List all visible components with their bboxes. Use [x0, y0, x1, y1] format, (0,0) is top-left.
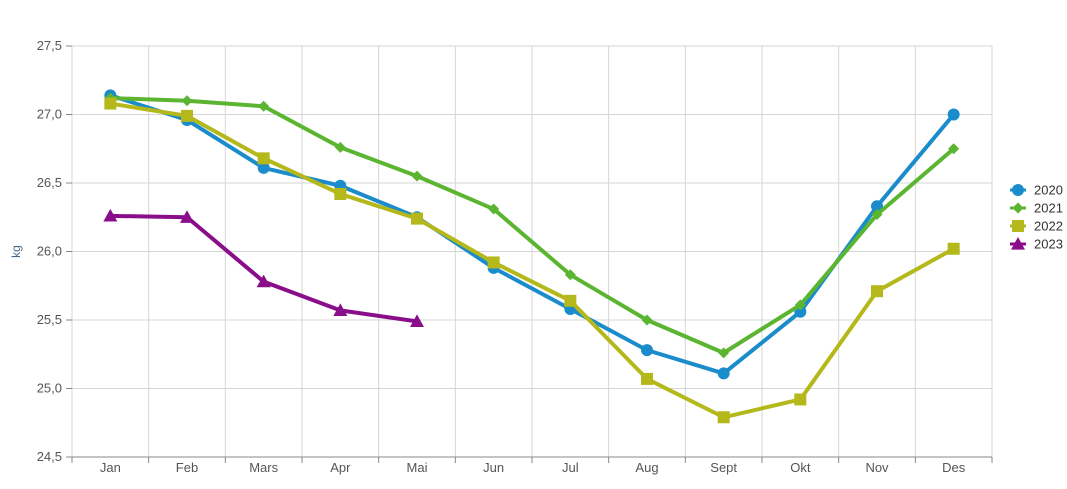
- data-point: [871, 200, 883, 213]
- series-group: [103, 89, 960, 424]
- data-point: [258, 100, 270, 112]
- data-point: [794, 299, 806, 311]
- data-point: [181, 109, 193, 122]
- legend-label: 2023: [1034, 237, 1063, 252]
- data-point: [411, 212, 423, 225]
- legend-marker: [1012, 202, 1024, 214]
- legend-item[interactable]: 2020: [1010, 183, 1063, 198]
- data-point: [717, 411, 730, 424]
- data-point: [333, 303, 348, 317]
- data-point: [103, 208, 118, 222]
- y-axis-title: kg: [9, 245, 23, 258]
- data-point: [717, 367, 730, 380]
- data-point: [180, 210, 194, 223]
- x-tick-label: Apr: [330, 460, 351, 475]
- data-point: [104, 97, 117, 110]
- legend-item[interactable]: 2022: [1010, 219, 1063, 234]
- data-point: [334, 141, 346, 153]
- x-tick-label: Jun: [483, 460, 504, 475]
- x-tick-label: Okt: [790, 460, 811, 475]
- legend-marker: [1012, 184, 1024, 196]
- data-point: [641, 314, 653, 326]
- legend-label: 2020: [1034, 183, 1063, 198]
- data-point: [487, 256, 500, 269]
- data-point: [411, 170, 423, 182]
- x-tick-label: Des: [942, 460, 966, 475]
- data-point: [718, 347, 730, 359]
- data-point: [564, 294, 577, 307]
- axes: 24,5 25,0 25,5 26,0 26,5 27,0 27,5 Jan Feb Mars Ap…: [9, 38, 993, 475]
- x-tick-label: Feb: [176, 460, 198, 475]
- series-line: [108, 96, 956, 355]
- x-tick-label: Aug: [635, 460, 658, 475]
- data-point: [871, 285, 883, 298]
- y-tick-label: 27,0: [37, 107, 62, 122]
- x-tick-label: Nov: [865, 460, 889, 475]
- data-point: [488, 203, 500, 215]
- data-point: [256, 274, 271, 288]
- grid-lines: [71, 45, 993, 458]
- series-line: [108, 213, 419, 324]
- legend: 2020 2021 2022 2023: [1010, 183, 1063, 252]
- y-tick-label: 27,5: [37, 38, 62, 53]
- x-tick-label: Mai: [407, 460, 428, 475]
- data-point: [641, 372, 653, 385]
- data-point: [181, 95, 193, 107]
- y-tick-label: 25,5: [37, 312, 62, 327]
- data-point: [871, 209, 883, 221]
- legend-marker: [1012, 220, 1024, 232]
- legend-marker: [1011, 237, 1025, 250]
- y-tick-label: 25,0: [37, 381, 62, 396]
- series-line: [108, 101, 956, 420]
- data-point: [257, 152, 270, 165]
- x-tick-label: Jul: [562, 460, 579, 475]
- series-2021: [104, 92, 960, 359]
- data-point: [564, 269, 576, 281]
- y-tick-label: 26,5: [37, 175, 62, 190]
- series-line: [108, 93, 956, 376]
- data-point: [641, 344, 653, 357]
- data-point: [794, 393, 807, 406]
- x-tick-label: Sept: [710, 460, 737, 475]
- data-point: [257, 161, 270, 174]
- y-tick-label: 26,0: [37, 244, 62, 259]
- legend-item[interactable]: 2021: [1010, 201, 1063, 216]
- data-point: [948, 143, 960, 155]
- legend-label: 2021: [1034, 201, 1063, 216]
- legend-label: 2022: [1034, 219, 1063, 234]
- series-2023: [103, 208, 424, 327]
- legend-item[interactable]: 2023: [1010, 237, 1063, 252]
- y-tick-label: 24,5: [37, 449, 62, 464]
- x-tick-label: Mars: [249, 460, 278, 475]
- x-tick-label: Jan: [100, 460, 121, 475]
- data-point: [947, 242, 960, 255]
- data-point: [334, 187, 347, 200]
- data-point: [410, 314, 424, 327]
- data-point: [947, 108, 960, 121]
- series-2022: [104, 97, 960, 424]
